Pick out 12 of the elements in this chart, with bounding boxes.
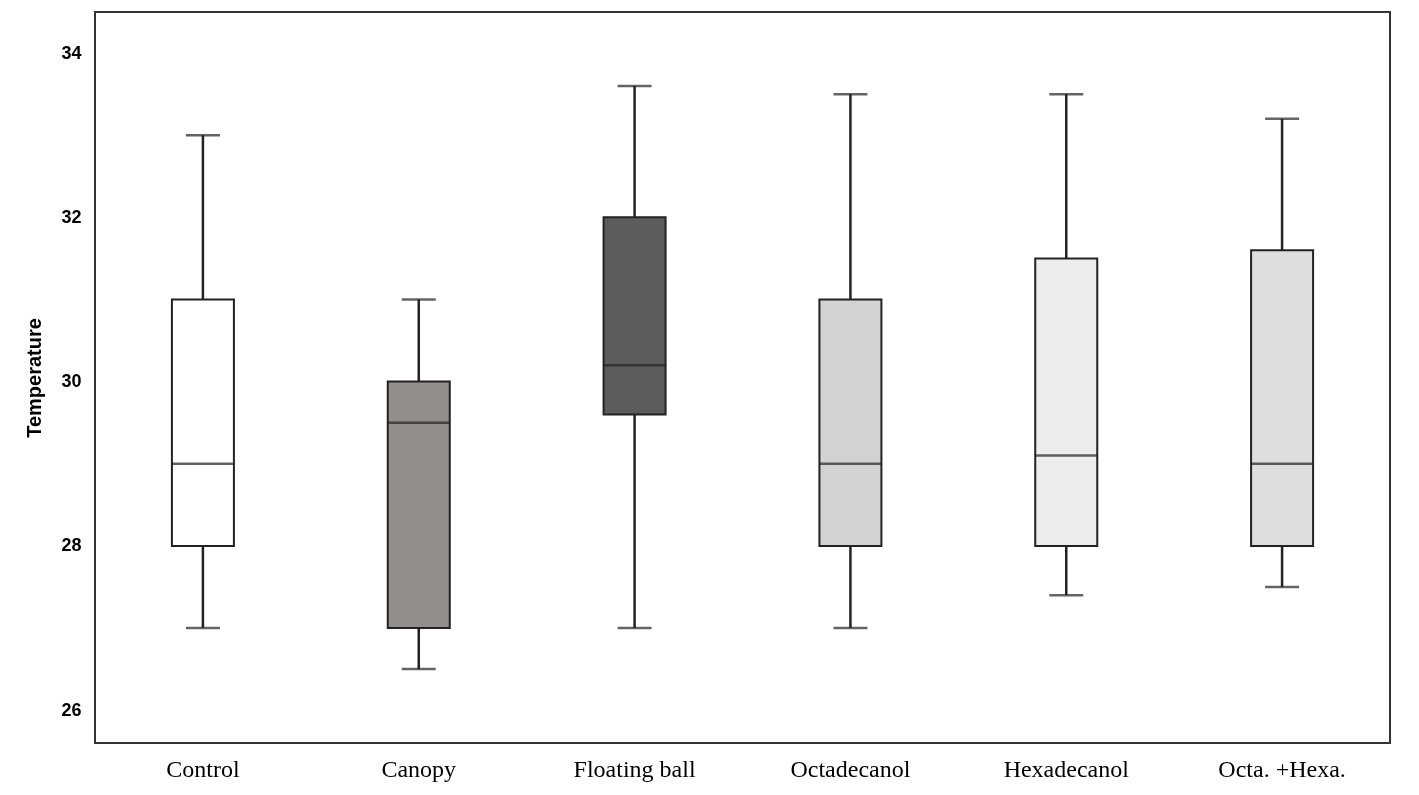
x-tick-label: Canopy <box>381 755 457 782</box>
y-axis-title: Temperature <box>23 318 46 438</box>
y-tick-label: 30 <box>61 371 82 392</box>
x-tick-label: Octa. +Hexa. <box>1218 755 1346 782</box>
y-tick-label: 34 <box>61 42 82 63</box>
y-tick-label: 32 <box>61 206 82 227</box>
x-tick-label: Hexadecanol <box>1003 755 1130 782</box>
x-tick-label: Octadecanol <box>790 755 911 782</box>
x-tick-label: Control <box>166 755 240 782</box>
y-tick-label: 26 <box>61 699 82 720</box>
x-tick-label: Floating ball <box>573 755 696 782</box>
y-tick-label: 28 <box>61 535 82 556</box>
